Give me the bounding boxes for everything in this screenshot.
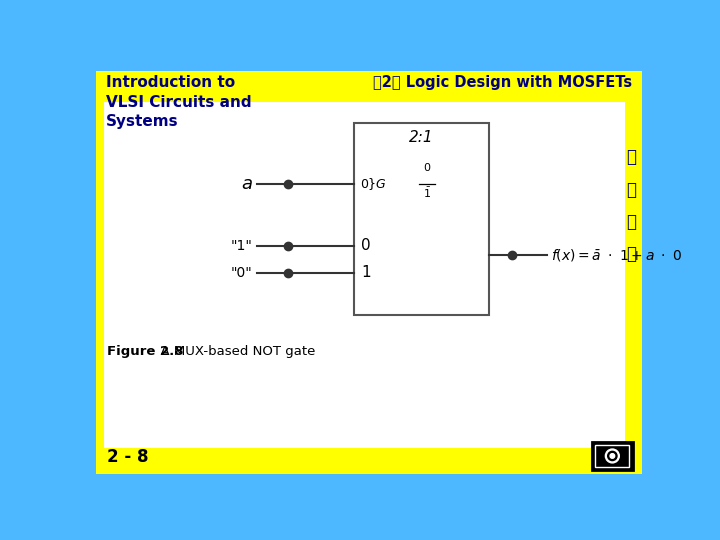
Text: 圖: 圖 xyxy=(626,213,636,231)
Text: $f(x) = \bar{a}\ \cdot\ 1 + a\ \cdot\ 0$: $f(x) = \bar{a}\ \cdot\ 1 + a\ \cdot\ 0$ xyxy=(551,247,683,264)
Bar xyxy=(595,445,629,467)
Text: "0": "0" xyxy=(231,266,253,280)
Bar xyxy=(625,102,640,448)
Text: 1: 1 xyxy=(361,265,371,280)
Text: 第2章 Logic Design with MOSFETs: 第2章 Logic Design with MOSFETs xyxy=(374,75,632,90)
Text: A MUX-based NOT gate: A MUX-based NOT gate xyxy=(152,345,315,357)
Text: Introduction to
VLSI Circuits and
Systems: Introduction to VLSI Circuits and System… xyxy=(106,75,251,130)
Bar xyxy=(354,123,489,315)
Text: $0$: $0$ xyxy=(423,161,431,173)
Circle shape xyxy=(606,449,619,463)
Text: $0\}G$: $0\}G$ xyxy=(360,176,387,192)
Text: 2 - 8: 2 - 8 xyxy=(107,449,148,467)
Bar xyxy=(593,442,632,470)
Bar xyxy=(104,102,625,448)
Text: 機: 機 xyxy=(626,180,636,199)
Text: $a$: $a$ xyxy=(241,175,253,193)
Text: 片: 片 xyxy=(626,148,636,166)
Text: "1": "1" xyxy=(231,239,253,253)
Text: 2:1: 2:1 xyxy=(409,130,433,145)
Text: $\bar{1}$: $\bar{1}$ xyxy=(423,186,431,200)
Text: 書: 書 xyxy=(626,245,636,263)
Circle shape xyxy=(610,454,615,458)
Circle shape xyxy=(608,451,617,461)
Text: 0: 0 xyxy=(361,238,371,253)
Text: Figure 2.8: Figure 2.8 xyxy=(107,345,184,357)
